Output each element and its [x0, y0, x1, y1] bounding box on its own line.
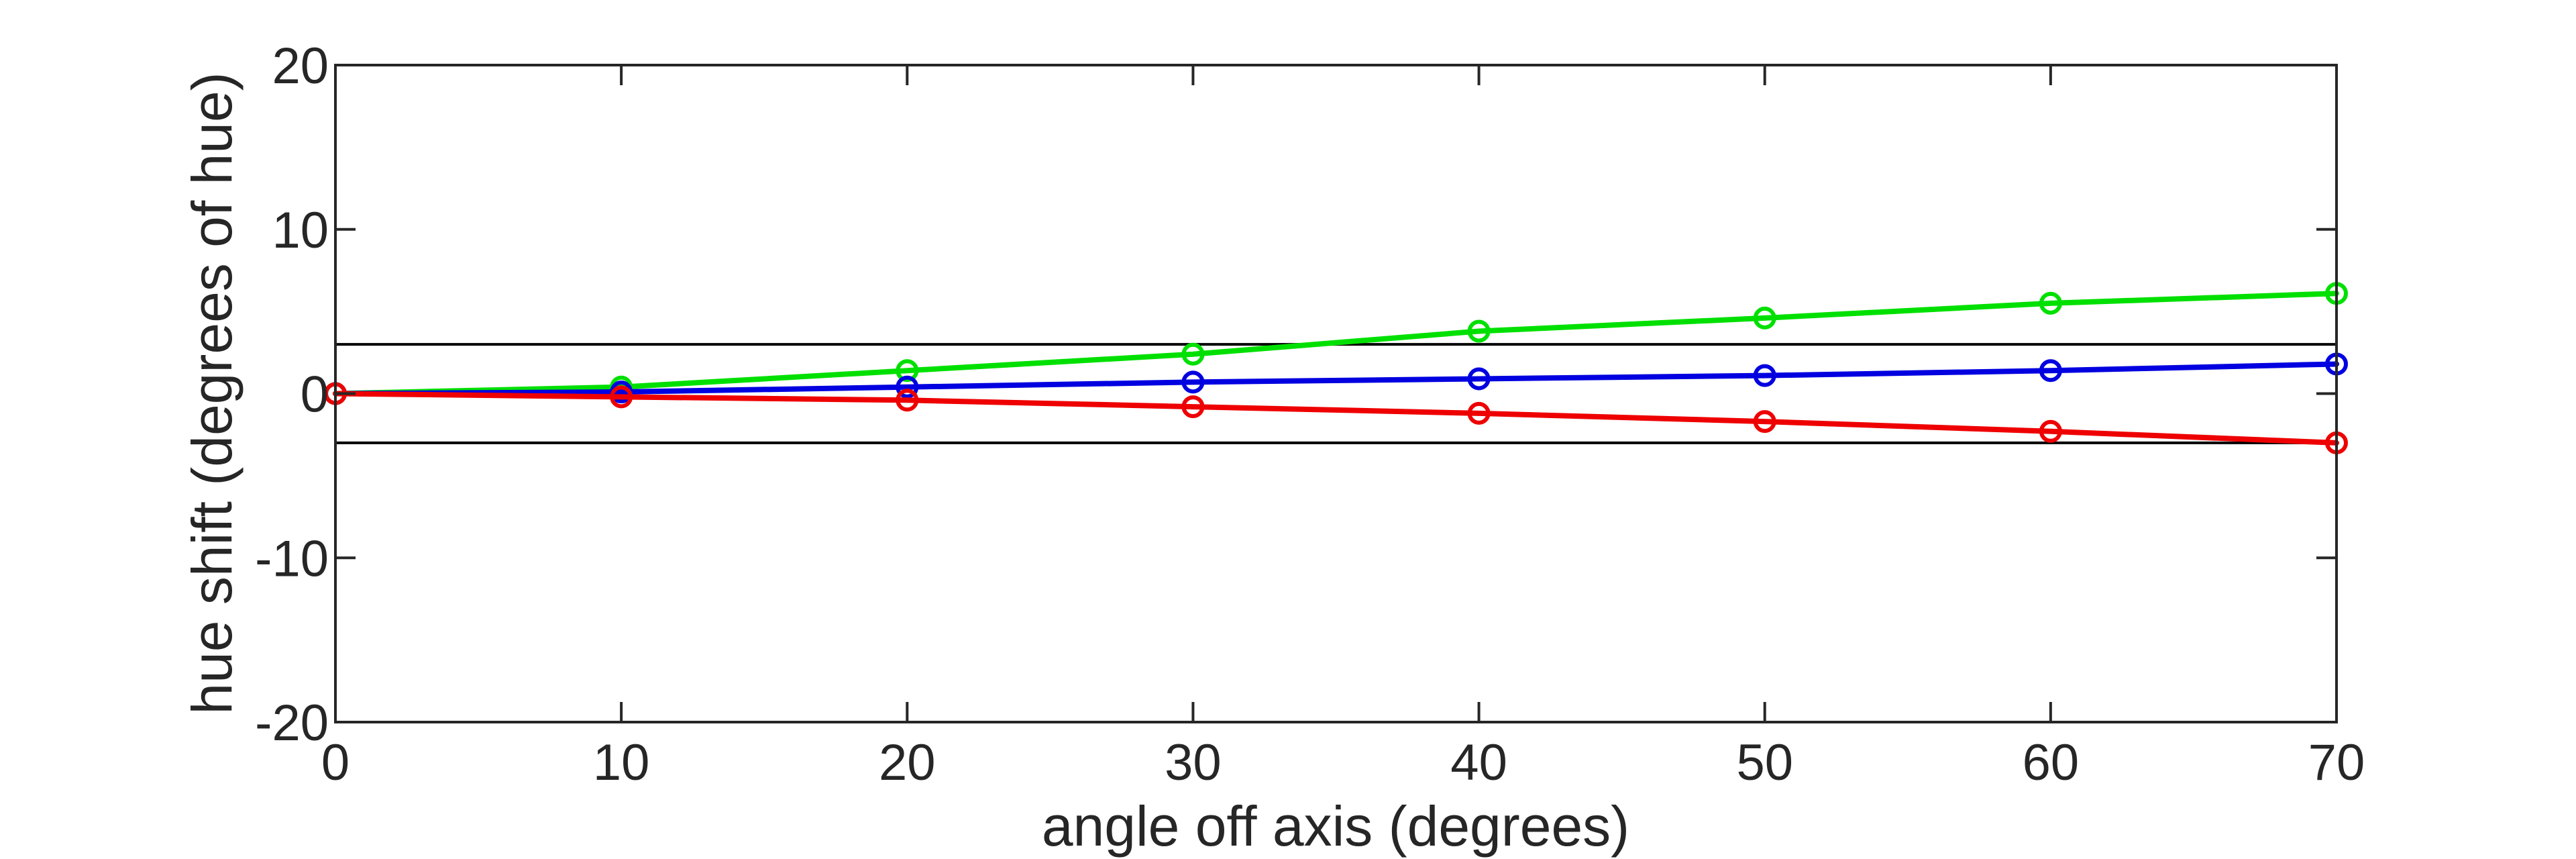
x-tick-label: 50: [1736, 734, 1793, 791]
data-point: [2039, 419, 2062, 443]
data-point: [1181, 395, 1205, 419]
data-point: [1467, 401, 1491, 425]
data-point: [1181, 370, 1205, 394]
x-tick-label: 60: [2023, 734, 2080, 791]
data-point: [2039, 359, 2062, 383]
x-tick-label: 10: [593, 734, 650, 791]
data-point: [1181, 342, 1205, 366]
x-tick-label: 30: [1165, 734, 1222, 791]
x-tick-label: 40: [1450, 734, 1507, 791]
data-point: [896, 375, 919, 399]
data-point: [1753, 364, 1776, 387]
data-point: [610, 385, 633, 409]
data-point: [1467, 319, 1491, 343]
data-point: [2039, 291, 2062, 315]
data-point: [1753, 306, 1776, 330]
y-tick-label: 10: [272, 202, 329, 259]
x-tick-label: 70: [2308, 734, 2365, 791]
data-series: [324, 282, 2348, 454]
series-line: [333, 391, 2339, 446]
y-tick-label: -10: [255, 530, 329, 587]
series-line: [333, 291, 2339, 397]
x-axis-label: angle off axis (degrees): [1042, 795, 1629, 858]
axis-ticks: [334, 64, 2338, 723]
tick-labels: 0 10 20 30 40 50 60 70 -20 -10 0 10 20: [255, 38, 2365, 791]
series-line: [333, 361, 2339, 397]
data-point: [896, 359, 919, 383]
x-tick-label: 20: [879, 734, 936, 791]
data-point: [896, 389, 919, 412]
y-axis-label: hue shift (degrees of hue): [180, 72, 244, 714]
data-point: [1753, 410, 1776, 434]
y-tick-label: 20: [272, 38, 329, 95]
y-tick-label: 0: [301, 366, 329, 423]
data-point: [1467, 367, 1491, 391]
y-tick-label: -20: [255, 695, 329, 752]
x-tick-label: 0: [321, 734, 350, 791]
